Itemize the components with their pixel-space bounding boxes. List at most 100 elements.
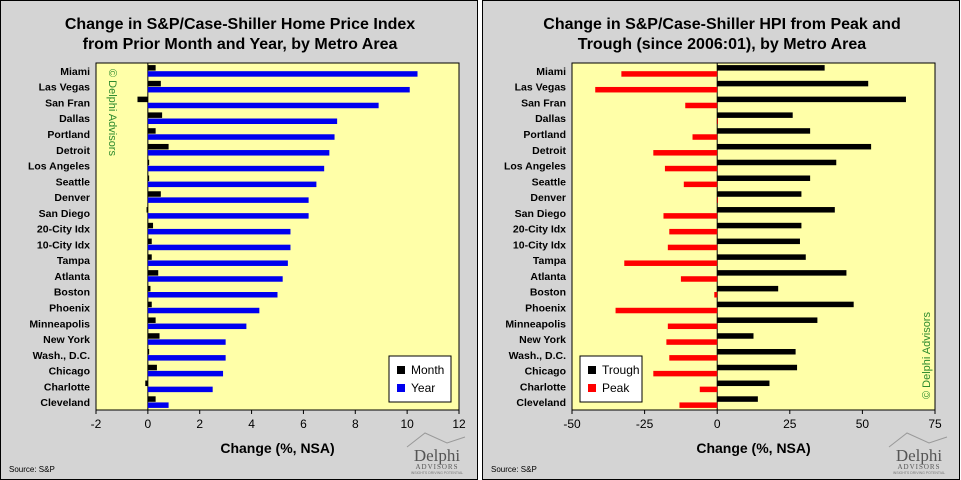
left-bar-year [147,370,224,377]
right-logo-tagline: INSIGHTS DRIVING POTENTIAL [893,471,946,475]
left-x-axis-label: Change (%, NSA) [220,440,334,456]
right-category-label: Las Vegas [515,82,567,94]
right-bar-peak [653,150,718,156]
left-legend-label-month: Month [411,363,444,377]
right-x-tick-label: -25 [636,417,654,431]
right-x-tick-label: 25 [783,417,797,431]
left-bar-month [145,380,148,387]
right-bar-trough [717,128,811,134]
left-category-label: Wash., D.C. [33,350,90,362]
right-chart-title-line-2: Trough (since 2006:01), by Metro Area [578,36,866,53]
left-category-label: Los Angeles [28,161,90,173]
right-logo-mountain-icon [888,432,948,448]
left-category-label: Miami [60,66,90,78]
right-chart-title-line-1: Change in S&P/Case-Shiller HPI from Peak… [543,16,900,33]
right-bar-peak [663,213,718,219]
right-category-label: San Diego [515,208,566,220]
right-chart: Change in S&P/Case-Shiller HPI from Peak… [491,16,948,475]
left-bar-month [147,254,152,260]
left-bar-month [147,80,161,87]
right-category-label: Phoenix [525,302,566,314]
right-legend-swatch-peak [588,384,596,392]
right-bar-peak [595,86,718,93]
left-bar-year [147,197,309,203]
right-x-tick-label: -50 [563,417,581,431]
left-category-label: Phoenix [49,302,90,314]
left-x-tick-label: 4 [248,417,255,431]
left-bar-year [147,134,335,140]
left-x-tick-label: 6 [300,417,307,431]
left-bar-year [147,181,317,188]
right-legend-swatch-trough [588,366,596,374]
right-bar-trough [717,364,798,371]
right-legend-label-trough: Trough [602,363,640,377]
right-bar-trough [717,80,869,87]
right-category-label: San Fran [521,97,566,109]
right-bar-peak [692,134,718,140]
right-bar-peak [624,260,718,266]
left-bar-year [147,402,169,408]
right-watermark: © Delphi Advisors [921,312,933,399]
right-bar-peak [680,276,718,282]
left-bar-year [147,386,213,393]
left-bar-year [147,276,283,282]
right-x-tick-label: 75 [928,417,942,431]
right-bar-peak [667,323,718,330]
right-bar-peak [699,386,718,393]
left-logo-tagline: INSIGHTS DRIVING POTENTIAL [411,471,464,475]
left-category-label: New York [43,334,90,346]
right-bar-trough [717,96,906,103]
right-bar-peak [653,370,718,377]
left-x-tick-label: 10 [400,417,414,431]
right-category-label: Los Angeles [504,161,566,173]
right-category-label: Boston [530,287,566,299]
right-category-label: Wash., D.C. [509,350,566,362]
left-bar-year [147,150,330,156]
right-logo-name: Delphi [896,446,943,465]
right-bar-trough [717,396,758,402]
right-bar-peak [615,307,718,314]
right-category-label: Atlanta [530,271,566,283]
right-bar-trough [717,380,770,387]
right-category-label: Charlotte [520,381,566,393]
right-category-label: Chicago [525,366,566,378]
right-category-label: 20-City Idx [513,224,566,236]
left-bar-month [147,238,152,245]
right-x-tick-label: 50 [856,417,870,431]
left-x-tick-label: -2 [91,417,102,431]
left-category-label: San Fran [45,97,90,109]
right-bar-peak [669,228,718,235]
right-x-axis-label: Change (%, NSA) [696,440,810,456]
left-category-label: Atlanta [54,271,90,283]
right-legend [579,355,643,403]
right-category-label: Minneapolis [505,318,566,330]
left-bar-month [147,270,159,276]
left-category-label: Seattle [56,176,91,188]
right-bar-peak [685,102,718,109]
right-bar-trough [717,65,825,71]
left-bar-year [147,339,226,345]
right-bar-trough [717,112,793,118]
right-bar-peak [667,244,718,251]
left-bar-month [146,207,148,213]
right-category-label: Cleveland [516,397,566,409]
left-category-label: 10-City Idx [37,239,90,251]
left-x-tick-label: 0 [145,417,152,431]
right-bar-trough [717,254,806,260]
right-category-label: Miami [536,66,566,78]
right-legend-label-peak: Peak [602,381,630,395]
left-bar-year [147,355,226,361]
right-bar-peak [683,181,718,188]
left-bar-month [147,112,163,118]
left-logo-name: Delphi [414,446,461,465]
left-x-tick-label: 12 [452,417,466,431]
right-bar-trough [717,207,835,213]
right-bar-trough [717,348,796,355]
left-bar-month [147,285,151,292]
right-category-label: 10-City Idx [513,239,566,251]
right-category-label: Denver [530,192,566,204]
left-bar-month [147,159,150,166]
left-category-label: Denver [54,192,90,204]
left-x-tick-label: 8 [352,417,359,431]
right-bar-trough [717,175,811,181]
